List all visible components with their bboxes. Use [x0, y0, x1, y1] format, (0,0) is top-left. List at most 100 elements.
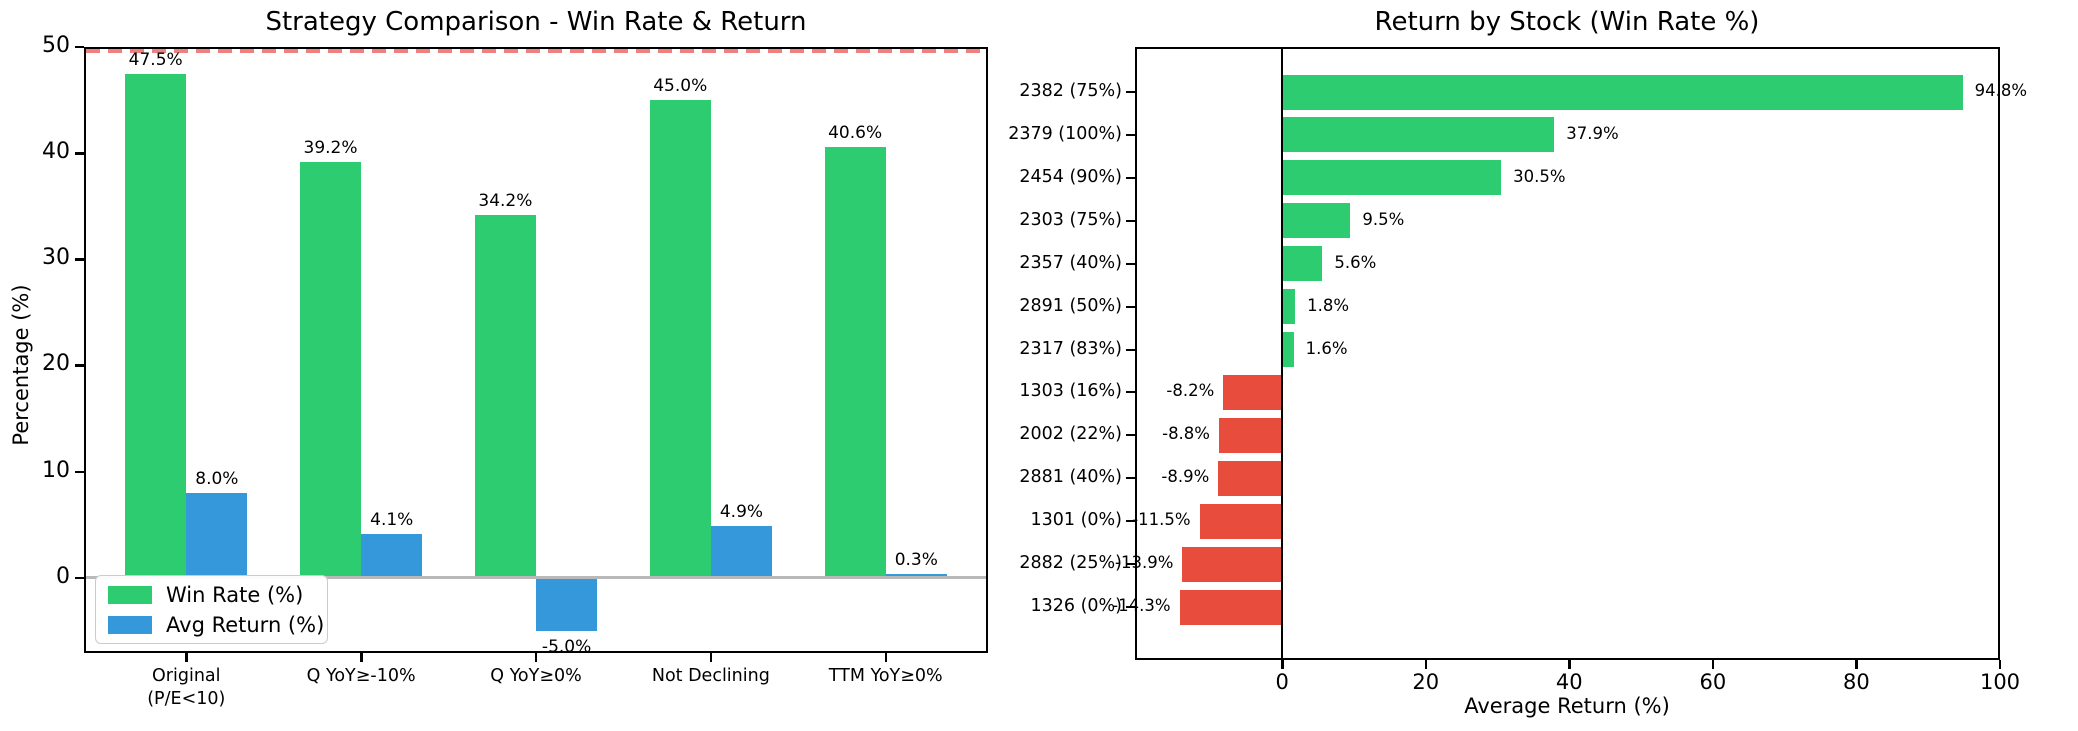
stock-tick-label: 2317 (83%) [1019, 338, 1122, 359]
y-tick-label: 0 [56, 563, 70, 589]
stock-tick-label: 2454 (90%) [1019, 166, 1122, 187]
win-rate-bar [824, 146, 886, 578]
y-tick-label: 50 [42, 33, 70, 58]
x-tick-mark [1424, 660, 1428, 669]
win-rate-bar [125, 73, 187, 578]
x-tick-mark [1999, 660, 2002, 669]
x-category-label: Not Declining [651, 666, 770, 686]
y-tick-label: 20 [42, 351, 70, 377]
x-tick-label: 20 [1412, 670, 1440, 694]
x-tick-label: 40 [1555, 670, 1583, 694]
x-category-label: TTM YoY≥0% [828, 666, 943, 686]
right-chart-title: Return by Stock (Win Rate %) [1374, 7, 1760, 37]
y-tick-mark [1126, 477, 1135, 480]
bar-value-label: 37.9% [1566, 123, 1619, 143]
target-line [86, 49, 986, 53]
y-tick-mark [1126, 348, 1135, 351]
return-bar-positive [1282, 332, 1294, 367]
bar-value-label: -14.3% [1112, 596, 1171, 615]
avg-return-bar [536, 577, 598, 631]
y-tick-mark [75, 152, 84, 155]
y-tick-mark [75, 258, 84, 261]
bar-value-label: 34.2% [478, 190, 533, 211]
y-tick-mark [75, 470, 84, 473]
bar-value-label: 4.1% [370, 510, 414, 531]
return-bar-positive [1282, 160, 1502, 196]
x-tick-mark [185, 653, 188, 662]
stock-tick-label: 2891 (50%) [1019, 295, 1122, 316]
right-plot-area [1135, 47, 2000, 660]
x-category-label: Original (P/E<10) [147, 666, 226, 709]
y-tick-mark [1126, 520, 1135, 523]
x-category-label: Q YoY≥0% [490, 666, 582, 686]
y-tick-label: 30 [42, 245, 70, 271]
return-bar-positive [1282, 246, 1323, 282]
bar-value-label: -13.9% [1115, 553, 1174, 573]
bar-value-label: 5.6% [1334, 252, 1377, 272]
win-rate-bar [299, 161, 362, 578]
avg-return-bar [361, 534, 423, 578]
stock-tick-label: 2379 (100%) [1008, 123, 1122, 144]
y-tick-mark [1126, 391, 1135, 394]
bar-value-label: 8.0% [195, 468, 239, 489]
bar-value-label: -8.8% [1162, 424, 1210, 444]
x-tick-mark [709, 653, 713, 662]
bar-value-label: 1.6% [1305, 338, 1348, 358]
x-tick-label: 100 [1979, 670, 2021, 694]
bar-value-label: 94.8% [1974, 81, 2028, 100]
return-bar-positive [1282, 74, 1963, 110]
legend-swatch [108, 585, 152, 604]
x-tick-mark [535, 653, 538, 662]
bar-value-label: 47.5% [128, 49, 183, 70]
stock-tick-label: 1301 (0%) [1030, 510, 1122, 531]
y-tick-mark [1126, 133, 1135, 136]
stock-tick-label: 1326 (0%) [1030, 596, 1122, 616]
x-tick-mark [1855, 660, 1858, 669]
return-bar-negative [1218, 460, 1283, 496]
zero-line-vertical [1281, 49, 1284, 658]
avg-return-bar [710, 525, 773, 578]
y-tick-mark [1126, 305, 1135, 308]
left-y-axis-label: Percentage (%) [9, 284, 33, 446]
stock-tick-label: 1303 (16%) [1019, 381, 1122, 402]
x-category-label: Q YoY≥-10% [306, 666, 416, 686]
x-tick-label: 60 [1699, 670, 1727, 694]
y-tick-mark [1126, 606, 1135, 608]
y-tick-mark [1126, 91, 1135, 93]
x-tick-mark [884, 653, 888, 662]
y-tick-mark [1126, 563, 1135, 566]
bar-value-label: 1.8% [1307, 295, 1349, 315]
legend-swatch [108, 615, 152, 634]
return-bar-negative [1182, 546, 1283, 582]
x-tick-label: 80 [1843, 670, 1870, 694]
legend-row: Avg Return (%) [108, 613, 327, 637]
y-tick-mark [75, 364, 84, 367]
return-bar-negative [1218, 417, 1283, 453]
return-bar-negative [1179, 589, 1283, 625]
zero-line [86, 576, 986, 580]
y-tick-label: 40 [42, 139, 70, 165]
y-tick-mark [1126, 434, 1135, 437]
return-bar-negative [1199, 503, 1283, 539]
y-tick-label: 10 [42, 457, 70, 483]
avg-return-bar [186, 492, 248, 578]
stock-tick-label: 2881 (40%) [1019, 467, 1122, 488]
legend-row: Win Rate (%) [108, 583, 327, 607]
x-tick-mark [1281, 660, 1284, 669]
y-tick-mark [1126, 262, 1135, 265]
bar-value-label: -11.5% [1132, 510, 1191, 530]
return-bar-positive [1282, 117, 1555, 153]
y-tick-mark [75, 46, 84, 49]
left-chart-title: Strategy Comparison - Win Rate & Return [265, 7, 807, 37]
y-tick-mark [1126, 219, 1135, 222]
legend-label: Avg Return (%) [166, 612, 325, 637]
win-rate-bar [474, 214, 536, 578]
bar-value-label: 0.3% [894, 550, 938, 571]
bar-value-label: 30.5% [1513, 166, 1566, 186]
bar-value-label: 40.6% [828, 122, 883, 143]
left-plot-area [84, 47, 988, 653]
x-tick-mark [360, 653, 363, 662]
bar-value-label: -8.2% [1166, 381, 1215, 401]
bar-value-label: 39.2% [303, 137, 358, 158]
